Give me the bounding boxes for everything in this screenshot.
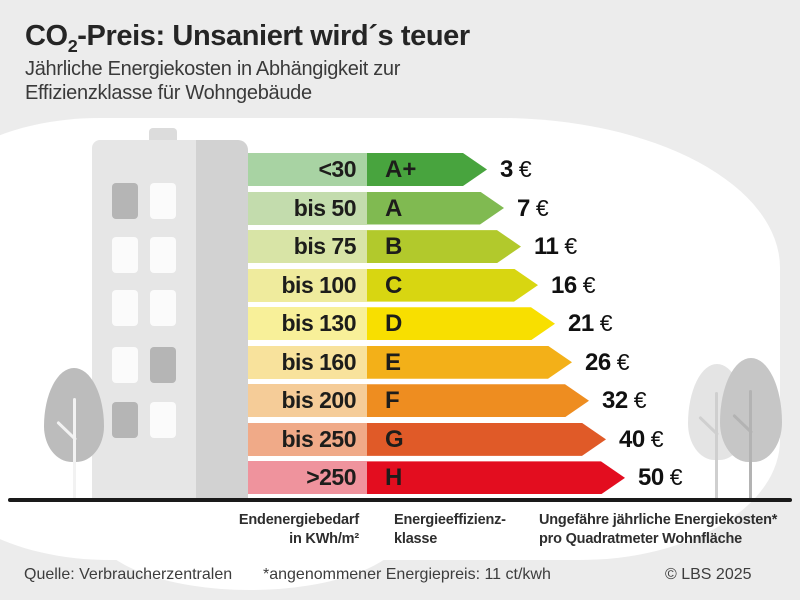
energy-row-g: bis 250 G 40 € — [247, 422, 800, 456]
euro-sign: € — [535, 194, 549, 221]
consumption-segment: <30 — [247, 153, 367, 186]
cost-label: 32 € — [602, 387, 647, 415]
energy-row-a: bis 50 A 7 € — [247, 191, 800, 225]
subtitle-line-2: Effizienzklasse für Wohngebäude — [25, 82, 312, 104]
building-window — [150, 290, 176, 326]
consumption-segment: >250 — [247, 461, 367, 495]
column-label-consumption: Endenergiebedarf in KWh/m² — [238, 512, 359, 547]
cost-label: 26 € — [585, 348, 630, 376]
consumption-label: bis 130 — [281, 310, 357, 337]
euro-sign: € — [564, 233, 578, 260]
tree-trunk — [715, 392, 718, 500]
energy-row-b: bis 75 B 11 € — [247, 230, 800, 264]
building-window — [112, 347, 138, 383]
cost-label: 3 € — [500, 156, 532, 183]
consumption-segment: bis 130 — [247, 307, 367, 341]
euro-sign: € — [582, 271, 596, 298]
tree-trunk — [749, 390, 752, 500]
energy-row-d: bis 130 D 21 € — [247, 307, 800, 341]
column-label-costs: Ungefähre jährliche Energiekosten* pro Q… — [539, 512, 778, 547]
consumption-segment: bis 100 — [247, 268, 367, 302]
class-arrow: A — [367, 192, 504, 225]
building-window — [112, 290, 138, 326]
consumption-label: bis 250 — [281, 425, 357, 452]
energy-row-e: bis 160 E 26 € — [247, 345, 800, 379]
building-window — [150, 237, 176, 273]
euro-sign: € — [669, 464, 683, 491]
building-front-face — [92, 140, 196, 500]
class-letter: A — [385, 194, 403, 222]
consumption-segment: bis 75 — [247, 230, 367, 264]
class-letter: F — [385, 387, 400, 415]
energy-row-f: bis 200 F 32 € — [247, 384, 800, 418]
cost-label: 40 € — [619, 425, 664, 453]
consumption-label: <30 — [318, 156, 356, 182]
energy-class-scale: <30 A+ 3 € bis 50 A 7 € bis 75 B 11 € bis 1… — [247, 0, 800, 600]
building-window — [150, 183, 176, 219]
class-letter: D — [385, 310, 403, 338]
class-arrow: D — [367, 307, 555, 340]
class-arrow: A+ — [367, 153, 487, 186]
consumption-label: bis 200 — [281, 387, 357, 414]
building-window — [150, 402, 176, 438]
title-subscript: 2 — [67, 35, 78, 56]
page-title: CO2-Preis: Unsaniert wird´s teuer — [25, 20, 470, 56]
building-window — [112, 237, 138, 273]
class-arrow: H — [367, 461, 625, 494]
energy-row-c: bis 100 C 16 € — [247, 268, 800, 302]
cost-label: 7 € — [517, 194, 549, 222]
building-window — [112, 183, 138, 219]
class-arrow: F — [367, 384, 589, 417]
class-letter: C — [385, 271, 403, 299]
euro-sign: € — [599, 310, 613, 337]
tree-trunk — [73, 398, 76, 500]
class-arrow: E — [367, 346, 572, 379]
consumption-segment: bis 50 — [247, 191, 367, 225]
building-window — [112, 402, 138, 438]
cost-label: 50 € — [638, 464, 683, 492]
cost-label: 21 € — [568, 310, 613, 338]
euro-sign: € — [616, 348, 630, 375]
class-arrow: G — [367, 423, 606, 456]
class-letter: B — [385, 233, 403, 261]
consumption-label: bis 100 — [281, 271, 357, 298]
consumption-label: bis 75 — [293, 233, 357, 260]
euro-sign: € — [650, 425, 664, 452]
consumption-segment: bis 250 — [247, 422, 367, 456]
class-letter: H — [385, 464, 403, 492]
subtitle-line-1: Jährliche Energiekosten in Abhängigkeit … — [25, 58, 401, 80]
class-letter: E — [385, 348, 402, 376]
consumption-segment: bis 200 — [247, 384, 367, 418]
cost-label: 16 € — [551, 271, 596, 299]
class-letter: G — [385, 425, 404, 453]
class-arrow: B — [367, 230, 521, 263]
cost-label: 11 € — [534, 233, 578, 261]
consumption-segment: bis 160 — [247, 345, 367, 379]
consumption-label: bis 160 — [281, 348, 357, 375]
column-label-class: Energieeffizienz- klasse — [394, 512, 506, 547]
building-side-face — [196, 140, 248, 500]
building-window — [150, 347, 176, 383]
ground-baseline — [8, 498, 792, 502]
euro-sign: € — [633, 387, 647, 414]
consumption-label: bis 50 — [293, 194, 357, 221]
class-letter: A+ — [385, 156, 417, 183]
energy-row-h: >250 H 50 € — [247, 461, 800, 495]
euro-sign: € — [518, 156, 532, 182]
class-arrow: C — [367, 269, 538, 302]
energy-row-a-plus: <30 A+ 3 € — [247, 153, 800, 186]
building-illustration — [92, 128, 248, 500]
page-subtitle: Jährliche Energiekosten in Abhängigkeit … — [25, 57, 400, 105]
consumption-label: >250 — [306, 464, 356, 491]
